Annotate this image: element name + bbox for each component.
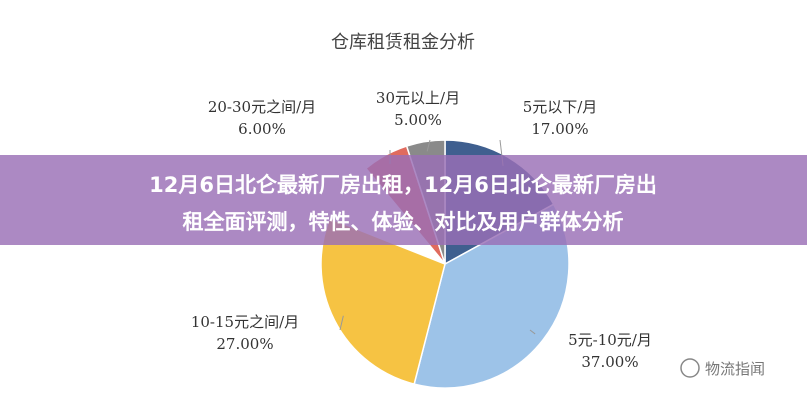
- watermark-icon: [680, 358, 700, 378]
- leader-line: [426, 139, 431, 152]
- value-label: 5.00%: [394, 111, 442, 129]
- value-label: 17.00%: [531, 120, 588, 138]
- value-label: 37.00%: [581, 353, 638, 371]
- slice-label: 5元以下/月: [523, 98, 598, 116]
- chart-title: 仓库租赁租金分析: [331, 32, 475, 53]
- leader-line: [529, 329, 536, 335]
- leader-line: [339, 315, 344, 331]
- watermark: 物流指闻: [705, 360, 765, 378]
- slice-label: 20-30元之间/月: [208, 98, 316, 116]
- slice-label: 30元以上/月: [376, 89, 460, 107]
- slice-label: 5元-10元/月: [568, 331, 652, 349]
- banner-line: 租全面评测，特性、体验、对比及用户群体分析: [183, 210, 624, 234]
- value-label: 27.00%: [216, 335, 273, 353]
- labels: 5元以下/月 17.00% 5元-10元/月 37.00% 10-15元之间/月 27.0…: [191, 89, 652, 371]
- banner-line: 12月6日北仑最新厂房出租，12月6日北仑最新厂房出: [149, 173, 657, 197]
- banner: [0, 155, 807, 245]
- value-label: 6.00%: [238, 120, 286, 138]
- slice-label: 10-15元之间/月: [191, 313, 299, 331]
